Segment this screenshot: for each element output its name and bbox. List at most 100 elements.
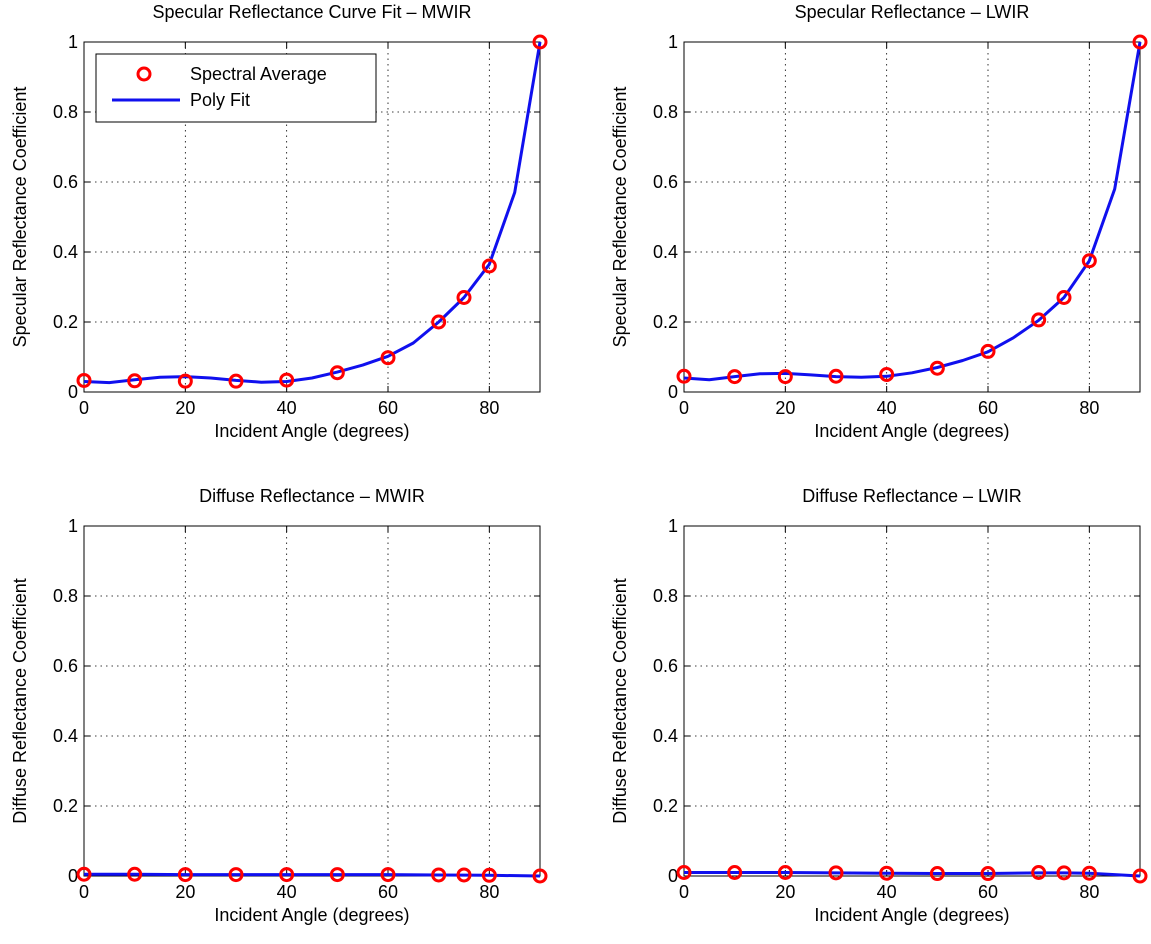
data-point-spectral-average <box>980 343 996 359</box>
data-point-spectral-average <box>1031 312 1047 328</box>
y-axis-label: Specular Reflectance Coefficient <box>610 87 630 348</box>
x-tick-label: 60 <box>378 398 398 418</box>
x-tick-label: 80 <box>479 882 499 902</box>
data-point-spectral-average <box>828 865 844 881</box>
data-point-spectral-average <box>777 865 793 880</box>
data-point-spectral-average <box>177 867 193 883</box>
data-point-spectral-average <box>929 866 945 882</box>
data-point-spectral-average <box>727 369 743 385</box>
series-line-poly-fit <box>684 871 1141 878</box>
series-line-poly-fit <box>683 41 1142 382</box>
data-point-spectral-average <box>380 350 396 366</box>
subplot-3: 0 20 40 60 80 0 0.2 0.4 0.6 0.8 1 Diffuse Reflectan… <box>10 486 548 925</box>
x-tick-label: 60 <box>978 398 998 418</box>
y-axis-label: Diffuse Reflectance Coefficient <box>10 578 30 823</box>
y-tick-label: 0.8 <box>53 586 78 606</box>
x-tick-label: 0 <box>79 882 89 902</box>
data-point-spectral-average <box>279 867 295 883</box>
x-tick-label: 20 <box>775 398 795 418</box>
y-tick-label: 0 <box>68 866 78 886</box>
data-point-spectral-average <box>1056 865 1072 881</box>
x-tick-label: 40 <box>877 398 897 418</box>
data-point-spectral-average <box>828 368 844 384</box>
y-tick-label: 0.2 <box>653 312 678 332</box>
x-tick-label: 20 <box>175 882 195 902</box>
y-tick-label: 1 <box>668 516 678 536</box>
y-tick-label: 0.4 <box>53 242 78 262</box>
y-tick-label: 0 <box>68 382 78 402</box>
data-point-spectral-average <box>1132 34 1148 50</box>
y-tick-label: 0.2 <box>653 796 678 816</box>
x-tick-label: 60 <box>978 882 998 902</box>
y-tick-label: 0.6 <box>53 656 78 676</box>
axes-box <box>683 525 1141 877</box>
legend-marker-icon <box>136 66 152 82</box>
data-point-spectral-average <box>431 314 447 330</box>
y-axis-label: Diffuse Reflectance Coefficient <box>610 578 630 823</box>
y-tick-label: 0 <box>668 866 678 886</box>
axes-box <box>83 525 541 877</box>
data-point-spectral-average <box>1031 865 1047 880</box>
x-tick-label: 80 <box>479 398 499 418</box>
y-tick-label: 0.6 <box>53 172 78 192</box>
y-tick-label: 0.6 <box>653 172 678 192</box>
data-point-spectral-average <box>127 373 143 389</box>
chart-title: Specular Reflectance – LWIR <box>795 2 1030 22</box>
y-tick-label: 0.2 <box>53 796 78 816</box>
x-tick-label: 40 <box>877 882 897 902</box>
x-tick-label: 40 <box>277 398 297 418</box>
data-point-spectral-average <box>777 369 793 385</box>
data-point-spectral-average <box>929 360 945 376</box>
legend-entry-poly-fit: Poly Fit <box>190 90 250 110</box>
data-point-spectral-average <box>1081 865 1097 881</box>
y-tick-label: 0.4 <box>53 726 78 746</box>
chart-title: Diffuse Reflectance – LWIR <box>802 486 1021 506</box>
subplot-2: 0 20 40 60 80 0 0.2 0.4 0.6 0.8 1 Specular Reflecta… <box>610 2 1148 441</box>
data-point-spectral-average <box>456 867 472 883</box>
data-point-spectral-average <box>879 367 895 382</box>
x-tick-label: 40 <box>277 882 297 902</box>
data-point-spectral-average <box>481 867 497 883</box>
data-point-spectral-average <box>228 867 244 883</box>
x-tick-label: 20 <box>175 398 195 418</box>
x-axis-label: Incident Angle (degrees) <box>214 421 409 441</box>
y-tick-label: 0.8 <box>653 102 678 122</box>
y-tick-label: 1 <box>668 32 678 52</box>
data-point-spectral-average <box>879 865 895 881</box>
legend: Spectral Average Poly Fit <box>95 53 377 123</box>
x-tick-label: 60 <box>378 882 398 902</box>
data-point-spectral-average <box>177 373 193 389</box>
data-point-spectral-average <box>279 372 295 388</box>
legend-entry-spectral-average: Spectral Average <box>190 64 327 84</box>
data-point-spectral-average <box>676 368 692 384</box>
data-point-spectral-average <box>532 868 548 884</box>
data-point-spectral-average <box>1132 868 1148 884</box>
y-tick-label: 0 <box>668 382 678 402</box>
data-point-spectral-average <box>481 258 497 274</box>
y-tick-label: 1 <box>68 516 78 536</box>
x-tick-label: 0 <box>679 882 689 902</box>
y-tick-label: 0.4 <box>653 242 678 262</box>
axes-box <box>683 41 1141 393</box>
y-tick-label: 1 <box>68 32 78 52</box>
legend-box <box>95 53 377 123</box>
subplot-1: 0 20 40 60 80 0 0.2 0.4 0.6 0.8 1 Specular Reflecta… <box>10 2 548 441</box>
data-point-spectral-average <box>676 865 692 880</box>
x-tick-label: 20 <box>775 882 795 902</box>
data-point-spectral-average <box>1056 290 1072 305</box>
data-point-spectral-average <box>456 290 472 305</box>
x-tick-label: 0 <box>679 398 689 418</box>
data-point-spectral-average <box>228 373 244 389</box>
series-line-poly-fit <box>83 41 542 385</box>
y-tick-label: 0.2 <box>53 312 78 332</box>
x-tick-label: 0 <box>79 398 89 418</box>
data-point-spectral-average <box>431 867 447 883</box>
x-tick-label: 80 <box>1079 398 1099 418</box>
x-tick-label: 80 <box>1079 882 1099 902</box>
x-axis-label: Incident Angle (degrees) <box>214 905 409 925</box>
data-point-spectral-average <box>329 867 345 883</box>
data-point-spectral-average <box>76 372 92 388</box>
y-axis-label: Specular Reflectance Coefficient <box>10 87 30 348</box>
data-point-spectral-average <box>727 865 743 880</box>
